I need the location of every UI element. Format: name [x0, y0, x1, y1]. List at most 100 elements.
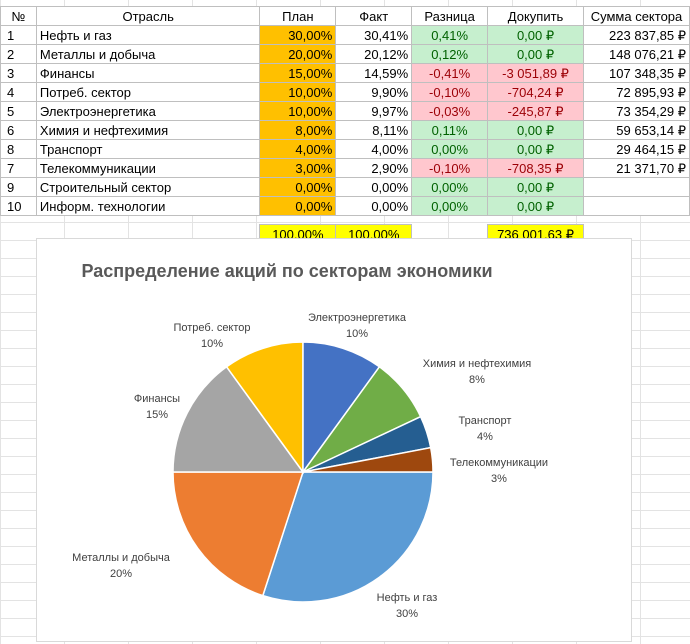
cell-fact[interactable]: 2,90%: [335, 158, 413, 178]
cell-plan[interactable]: 3,00%: [259, 158, 337, 178]
cell-fact[interactable]: 20,12%: [335, 44, 413, 64]
cell-num[interactable]: 5: [0, 101, 37, 121]
cell-num[interactable]: 2: [0, 44, 37, 64]
cell-plan[interactable]: 0,00%: [259, 196, 337, 216]
sector-table: № Отрасль План Факт Разница Докупить Сум…: [0, 6, 690, 244]
cell-sum[interactable]: [583, 196, 690, 216]
cell-sector[interactable]: Транспорт: [35, 139, 261, 159]
cell-plan[interactable]: 20,00%: [259, 44, 337, 64]
cell-buy[interactable]: -245,87 ₽: [487, 101, 584, 121]
cell-diff[interactable]: 0,12%: [411, 44, 489, 64]
spacer-cell: [1, 216, 37, 225]
cell-plan[interactable]: 4,00%: [259, 139, 337, 159]
cell-sum[interactable]: 21 371,70 ₽: [583, 158, 690, 178]
cell-sector[interactable]: Электроэнергетика: [35, 101, 261, 121]
cell-sum[interactable]: [583, 177, 690, 197]
cell-sum[interactable]: 73 354,29 ₽: [583, 101, 690, 121]
cell-num[interactable]: 9: [0, 177, 37, 197]
cell-num[interactable]: 1: [0, 25, 37, 45]
cell-sector[interactable]: Потреб. сектор: [35, 82, 261, 102]
pie-slice[interactable]: [302, 446, 434, 473]
cell-diff[interactable]: -0,10%: [411, 82, 489, 102]
cell-buy[interactable]: -3 051,89 ₽: [487, 63, 584, 83]
table-row: 3 Финансы 15,00% 14,59% -0,41% -3 051,89 ₽107…: [0, 63, 690, 83]
pie-slice[interactable]: [172, 471, 305, 597]
cell-buy[interactable]: -708,35 ₽: [487, 158, 584, 178]
cell-diff[interactable]: 0,00%: [411, 196, 489, 216]
cell-sum[interactable]: 148 076,21 ₽: [583, 44, 690, 64]
spacer-cell: [336, 216, 412, 225]
cell-sum[interactable]: 59 653,14 ₽: [583, 120, 690, 140]
cell-sector[interactable]: Химия и нефтехимия: [35, 120, 261, 140]
cell-num[interactable]: 8: [0, 139, 37, 159]
cell-diff[interactable]: 0,11%: [411, 120, 489, 140]
header-buy[interactable]: Докупить: [487, 6, 584, 26]
cell-sector[interactable]: Строительный сектор: [35, 177, 261, 197]
cell-fact[interactable]: 0,00%: [335, 177, 413, 197]
slice-label-percent: 15%: [146, 409, 168, 421]
cell-buy[interactable]: 0,00 ₽: [487, 177, 584, 197]
cell-fact[interactable]: 8,11%: [335, 120, 413, 140]
cell-buy[interactable]: 0,00 ₽: [487, 196, 584, 216]
pie-slice[interactable]: [261, 471, 434, 603]
cell-buy[interactable]: -704,24 ₽: [487, 82, 584, 102]
slice-label-percent: 3%: [491, 473, 507, 485]
cell-sector[interactable]: Финансы: [35, 63, 261, 83]
cell-sum[interactable]: 107 348,35 ₽: [583, 63, 690, 83]
cell-sector[interactable]: Нефть и газ: [35, 25, 261, 45]
cell-fact[interactable]: 4,00%: [335, 139, 413, 159]
header-sum[interactable]: Сумма сектора: [583, 6, 690, 26]
cell-plan[interactable]: 10,00%: [259, 82, 337, 102]
cell-sum[interactable]: 223 837,85 ₽: [583, 25, 690, 45]
header-fact[interactable]: Факт: [335, 6, 413, 26]
pie-chart[interactable]: Распределение акций по секторам экономик…: [36, 238, 632, 642]
cell-num[interactable]: 7: [0, 158, 37, 178]
cell-buy[interactable]: 0,00 ₽: [487, 25, 584, 45]
cell-diff[interactable]: 0,41%: [411, 25, 489, 45]
cell-num[interactable]: 6: [0, 120, 37, 140]
pie-slice[interactable]: [302, 341, 381, 475]
cell-plan[interactable]: 15,00%: [259, 63, 337, 83]
cell-plan[interactable]: 0,00%: [259, 177, 337, 197]
cell-fact[interactable]: 14,59%: [335, 63, 413, 83]
cell-num[interactable]: 10: [0, 196, 37, 216]
cell-sum[interactable]: 72 895,93 ₽: [583, 82, 690, 102]
header-diff[interactable]: Разница: [411, 6, 489, 26]
cell-fact[interactable]: 30,41%: [335, 25, 413, 45]
slice-label-percent: 20%: [110, 568, 132, 580]
cell-num[interactable]: 3: [0, 63, 37, 83]
cell-buy[interactable]: 0,00 ₽: [487, 139, 584, 159]
slice-label-percent: 10%: [201, 338, 223, 350]
slice-label-name: Транспорт: [459, 415, 512, 427]
slice-label-name: Финансы: [134, 393, 180, 405]
cell-sum[interactable]: 29 464,15 ₽: [583, 139, 690, 159]
header-plan[interactable]: План: [259, 6, 337, 26]
chart-title: Распределение акций по секторам экономик…: [81, 261, 492, 281]
cell-diff[interactable]: -0,03%: [411, 101, 489, 121]
cell-plan[interactable]: 30,00%: [259, 25, 337, 45]
cell-plan[interactable]: 8,00%: [259, 120, 337, 140]
cell-num[interactable]: 4: [0, 82, 37, 102]
spacer-cell: [36, 216, 259, 225]
header-num[interactable]: №: [0, 6, 37, 26]
spacer-cell: [584, 216, 690, 225]
cell-diff[interactable]: 0,00%: [411, 139, 489, 159]
cell-diff[interactable]: 0,00%: [411, 177, 489, 197]
cell-sector[interactable]: Металлы и добыча: [35, 44, 261, 64]
cell-fact[interactable]: 0,00%: [335, 196, 413, 216]
cell-diff[interactable]: -0,41%: [411, 63, 489, 83]
cell-sector[interactable]: Информ. технологии: [35, 196, 261, 216]
table-row: 1 Нефть и газ 30,00% 30,41% 0,41% 0,00 ₽223 8…: [0, 25, 690, 45]
pie-slice[interactable]: [172, 365, 305, 473]
pie-slice[interactable]: [225, 341, 304, 475]
cell-sector[interactable]: Телекоммуникации: [35, 158, 261, 178]
cell-diff[interactable]: -0,10%: [411, 158, 489, 178]
cell-plan[interactable]: 10,00%: [259, 101, 337, 121]
header-sector[interactable]: Отрасль: [35, 6, 261, 26]
pie-chart-svg: Распределение акций по секторам экономик…: [72, 261, 548, 620]
spacer-cell: [412, 216, 488, 225]
cell-buy[interactable]: 0,00 ₽: [487, 120, 584, 140]
cell-fact[interactable]: 9,90%: [335, 82, 413, 102]
cell-fact[interactable]: 9,97%: [335, 101, 413, 121]
cell-buy[interactable]: 0,00 ₽: [487, 44, 584, 64]
